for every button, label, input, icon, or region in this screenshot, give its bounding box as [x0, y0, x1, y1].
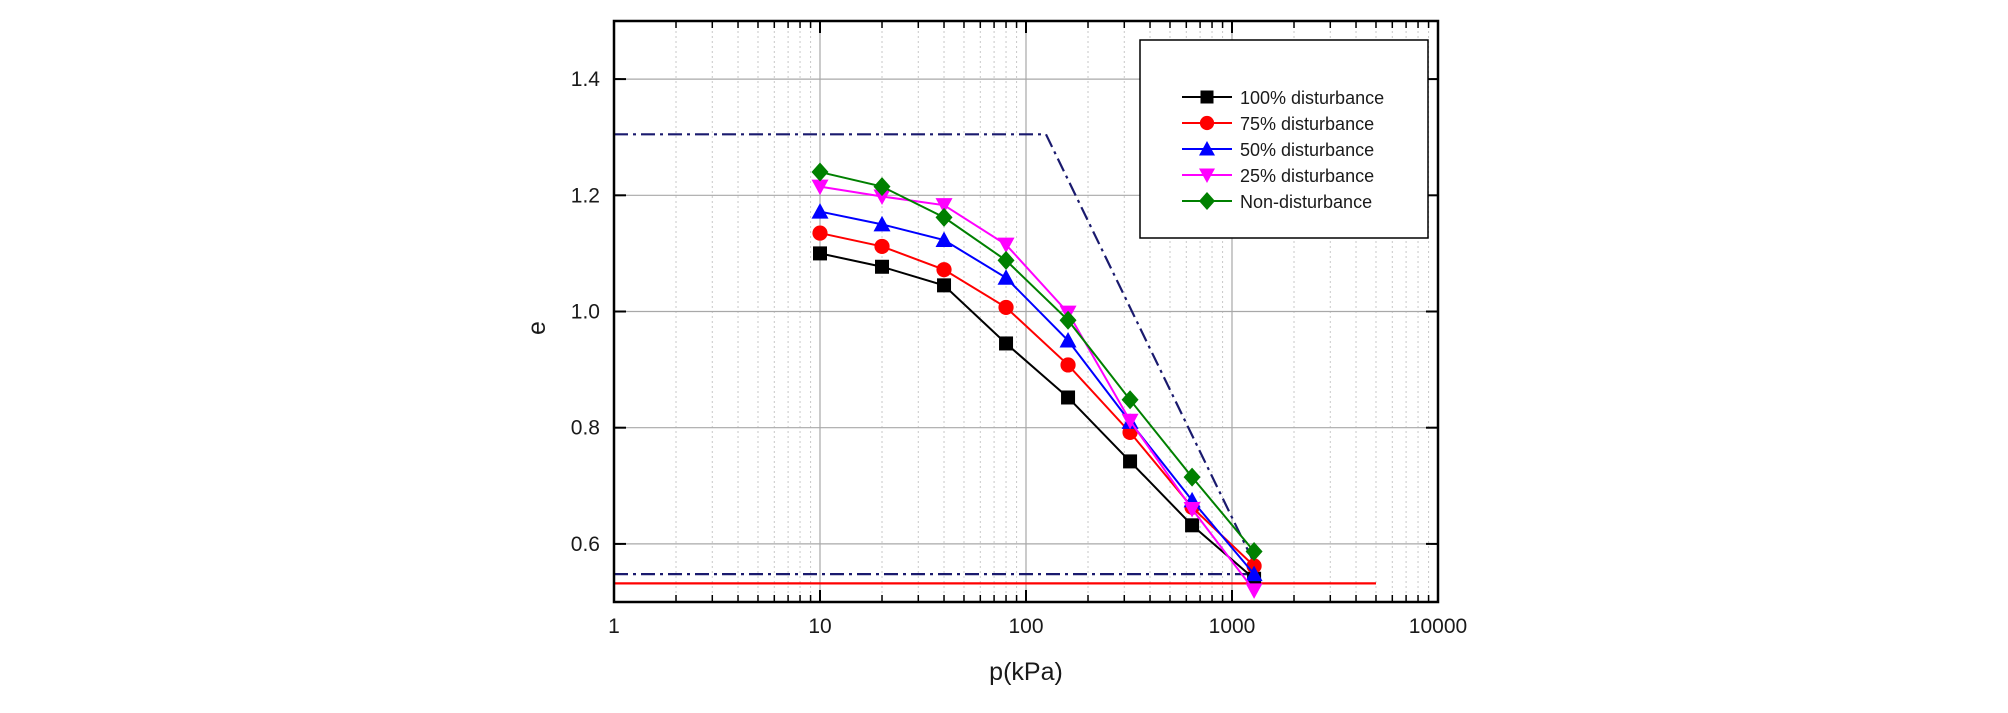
data-point — [998, 299, 1014, 316]
legend-marker — [1199, 192, 1215, 210]
data-point — [873, 215, 891, 232]
legend-marker — [1199, 141, 1215, 156]
legend-label: 50% disturbance — [1240, 140, 1374, 160]
x-tick-label: 10000 — [1409, 615, 1467, 638]
legend-marker — [1199, 168, 1215, 183]
data-point — [874, 238, 890, 255]
data-point — [1245, 565, 1263, 582]
data-point — [1245, 541, 1263, 561]
data-point — [1123, 454, 1138, 469]
data-point — [1121, 390, 1139, 410]
x-tick-label: 1000 — [1209, 615, 1256, 638]
y-tick-label: 1.2 — [571, 184, 600, 207]
series-4 — [811, 162, 1263, 561]
upper-construction-line — [614, 133, 1259, 571]
data-point — [935, 207, 953, 227]
data-point — [935, 231, 953, 248]
y-tick-label: 0.8 — [571, 417, 600, 440]
y-tick-label: 1.0 — [571, 301, 600, 324]
legend-label: Non-disturbance — [1240, 192, 1372, 212]
data-point — [873, 189, 891, 205]
data-point — [935, 198, 953, 214]
x-axis-title: p(kPa) — [989, 658, 1063, 686]
data-point — [813, 246, 827, 261]
legend-item: 100% disturbance — [1182, 88, 1384, 108]
series-line — [819, 210, 1255, 575]
data-point — [1061, 390, 1076, 405]
legend-label: 100% disturbance — [1240, 88, 1384, 108]
series-group — [811, 162, 1263, 599]
y-tick-label: 1.4 — [571, 68, 601, 91]
legend-marker — [1200, 90, 1214, 104]
legend-marker — [1199, 115, 1215, 131]
x-tick-label: 10 — [808, 615, 831, 638]
legend-box — [1139, 39, 1429, 239]
legend-label: 75% disturbance — [1240, 114, 1374, 134]
data-point — [997, 237, 1015, 254]
legend: 100% disturbance 75% disturbance 50% distu… — [1139, 39, 1429, 239]
data-point — [811, 179, 829, 196]
data-point — [1245, 583, 1263, 599]
legend-label: 25% disturbance — [1240, 166, 1374, 186]
data-point — [1059, 332, 1077, 348]
data-point — [873, 177, 891, 197]
data-point — [1121, 413, 1139, 430]
series-line — [819, 185, 1255, 591]
series-3 — [811, 179, 1263, 599]
data-point — [1183, 502, 1201, 518]
data-point — [936, 262, 952, 278]
legend-item: 75% disturbance — [1182, 114, 1374, 134]
data-point — [811, 203, 829, 219]
x-tick-label: 100 — [1008, 615, 1043, 638]
data-point — [875, 259, 890, 274]
grid — [614, 21, 1438, 602]
data-point — [937, 278, 952, 293]
data-point — [1060, 357, 1076, 373]
data-point — [812, 225, 828, 241]
y-axis-title: e — [523, 321, 551, 335]
data-point — [1059, 310, 1077, 330]
data-point — [1185, 518, 1200, 533]
data-point — [997, 269, 1015, 285]
data-point — [997, 250, 1015, 270]
legend-item: 25% disturbance — [1182, 166, 1374, 186]
y-tick-label: 0.6 — [571, 533, 600, 556]
axis-ticks: 1 10 100 1000 10000 0.6 0.8 1.0 1.2 1.4 — [571, 21, 1467, 638]
legend-item: 50% disturbance — [1182, 140, 1374, 160]
series-line — [819, 171, 1255, 553]
data-point — [811, 162, 829, 182]
data-point — [999, 336, 1014, 351]
legend-item: Non-disturbance — [1182, 192, 1372, 212]
data-point — [1183, 467, 1201, 487]
x-tick-label: 1 — [608, 615, 620, 638]
series-line — [819, 252, 1255, 580]
